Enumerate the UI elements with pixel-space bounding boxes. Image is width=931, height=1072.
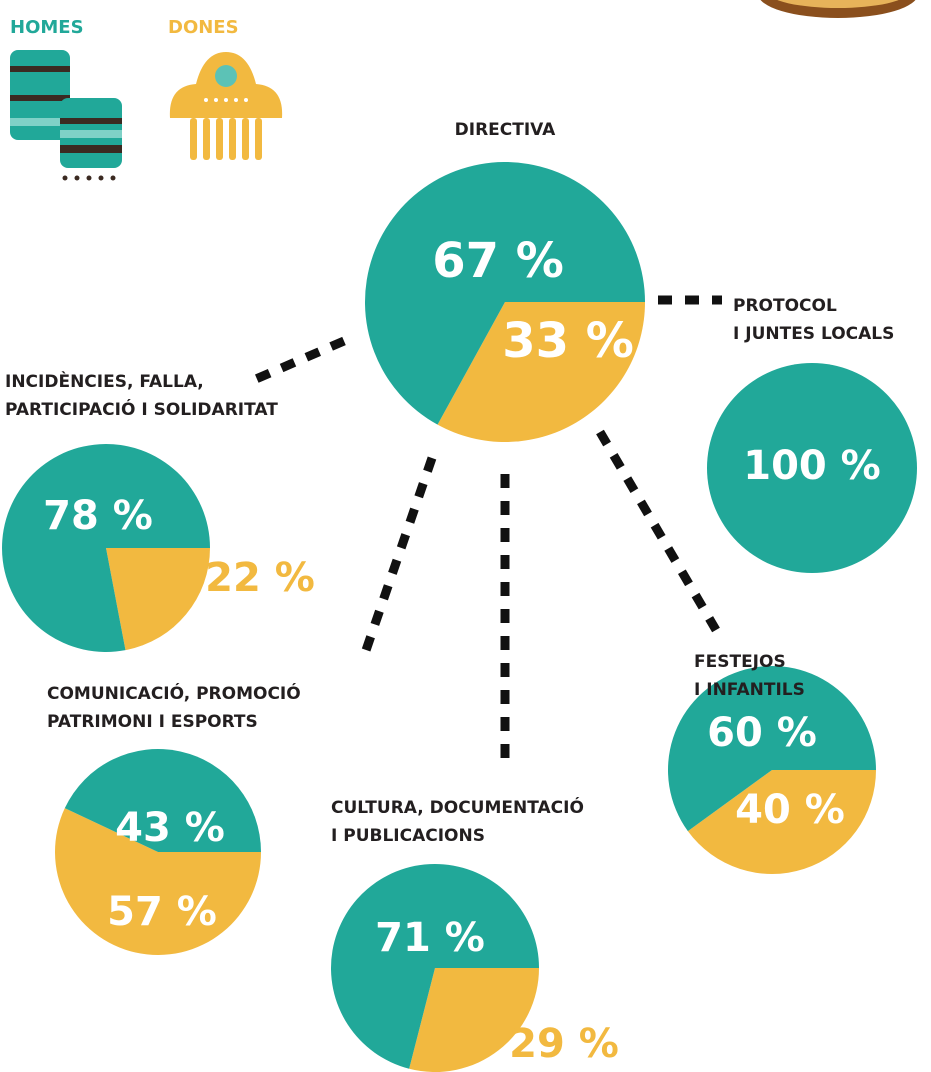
dones-icon xyxy=(170,52,282,160)
pie-title: FESTEJOS xyxy=(694,652,786,672)
value-label: 57 % xyxy=(107,889,217,935)
value-label: 78 % xyxy=(43,493,153,539)
value-label: 43 % xyxy=(115,805,225,851)
value-label: 22 % xyxy=(205,555,315,601)
legend-label: DONES xyxy=(168,17,239,38)
page: { "legend": [ {"name": "HOMES", "color":… xyxy=(0,0,931,1072)
pie-title: INCIDÈNCIES, FALLA, xyxy=(5,370,204,392)
connector xyxy=(362,458,432,662)
logo xyxy=(758,0,918,18)
value-label: 33 % xyxy=(502,313,634,369)
value-label: 29 % xyxy=(509,1021,619,1067)
pie-title: PROTOCOL xyxy=(733,296,837,316)
value-label: 60 % xyxy=(707,710,817,756)
pie-title: PARTICIPACIÓ I SOLIDARITAT xyxy=(5,398,278,420)
pie-title: I JUNTES LOCALS xyxy=(733,324,894,344)
connector xyxy=(600,432,716,630)
homes-icon xyxy=(10,50,122,181)
pie-title: CULTURA, DOCUMENTACIÓ xyxy=(331,796,584,818)
legend-label: HOMES xyxy=(10,17,84,38)
pie-title: I INFANTILS xyxy=(694,680,805,700)
pie-title: I PUBLICACIONS xyxy=(331,826,485,846)
pie-title: DIRECTIVA xyxy=(455,120,557,140)
pie-title: PATRIMONI I ESPORTS xyxy=(47,712,258,732)
value-label: 100 % xyxy=(743,443,881,489)
value-label: 40 % xyxy=(735,787,845,833)
value-label: 71 % xyxy=(375,915,485,961)
value-label: 67 % xyxy=(432,233,564,289)
infographic: HOMES DONES DIRECTIVA 67 % 33 % PROTOCOL I JUN… xyxy=(0,0,931,1072)
pie-title: COMUNICACIÓ, PROMOCIÓ xyxy=(47,682,301,704)
connector xyxy=(256,341,344,379)
